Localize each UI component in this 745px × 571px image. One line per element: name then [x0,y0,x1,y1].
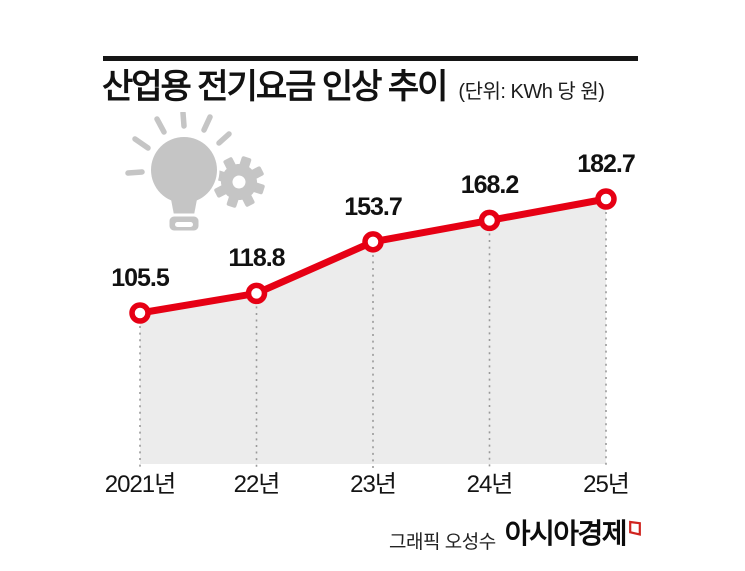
data-point-marker [129,302,151,324]
gear-icon [213,156,265,208]
value-label: 182.7 [577,150,636,178]
title-row: 산업용 전기요금 인상 추이 (단위: KWh 당 원) [102,66,662,109]
lightbulb-gear-icon [125,112,265,234]
x-axis-label: 23년 [350,471,397,498]
title-top-rule [103,56,638,61]
value-label: 105.5 [111,264,170,292]
value-label: 168.2 [460,171,520,200]
x-axis-label: 22년 [233,471,281,498]
value-label: 153.7 [344,192,403,221]
unit-label: (단위: KWh 당 원) [458,81,605,103]
data-point-marker [245,282,268,305]
brand-logo: 아시아경제 [504,518,628,549]
x-axis-label: 24년 [466,471,514,498]
data-point-marker [362,231,384,253]
graphic-credit: 그래픽 오성수 [389,532,496,553]
lightbulb-icon [148,134,220,234]
area-fill [140,199,606,464]
page-title: 산업용 전기요금 인상 추이 [102,68,448,106]
credit-row: 그래픽 오성수 아시아경제 [389,518,642,554]
red-flag-icon [629,520,641,536]
data-point-marker [478,209,501,232]
x-axis-label: 2021년 [104,471,176,498]
value-label: 118.8 [228,244,285,273]
light-rays [125,112,232,176]
x-axis-label: 25년 [583,471,630,498]
data-point-marker [595,188,617,210]
